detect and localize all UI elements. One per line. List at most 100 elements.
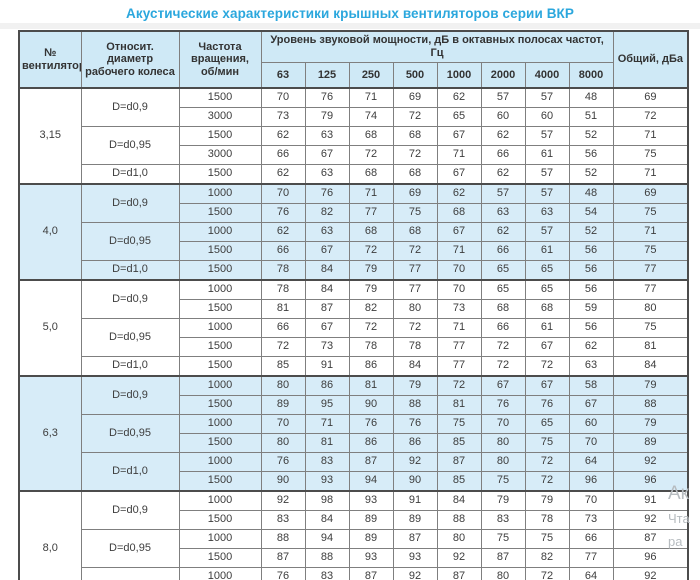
level-cell: 94 [304, 529, 350, 549]
level-cell: 85 [436, 433, 482, 453]
level-cell: 62 [260, 126, 306, 146]
level-cell: 71 [304, 414, 350, 434]
rpm-cell: 1500 [178, 241, 262, 261]
header-diameter: Относит. диаметр рабочего колеса [80, 30, 180, 89]
level-cell: 90 [260, 471, 306, 492]
level-cell: 52 [568, 222, 614, 242]
level-cell: 58 [568, 375, 614, 396]
level-cell: 73 [304, 337, 350, 357]
level-cell: 56 [568, 318, 614, 338]
level-cell: 63 [480, 203, 526, 223]
level-cell: 85 [260, 356, 306, 377]
total-dba-cell: 79 [612, 375, 689, 396]
level-cell: 48 [568, 183, 614, 204]
level-cell: 92 [392, 567, 438, 580]
total-dba-cell: 79 [612, 414, 689, 434]
level-cell: 83 [304, 452, 350, 472]
level-cell: 52 [568, 164, 614, 185]
rpm-cell: 1000 [178, 222, 262, 242]
rpm-cell: 1000 [178, 375, 262, 396]
level-cell: 70 [568, 490, 614, 511]
diameter-cell: D=d0,9 [80, 279, 180, 319]
level-cell: 77 [436, 337, 482, 357]
level-cell: 90 [392, 471, 438, 492]
level-cell: 80 [480, 452, 526, 472]
level-cell: 72 [524, 356, 570, 377]
level-cell: 74 [348, 107, 394, 127]
level-cell: 62 [480, 126, 526, 146]
level-cell: 57 [524, 183, 570, 204]
diameter-cell: D=d0,95 [80, 529, 180, 568]
level-cell: 61 [524, 318, 570, 338]
level-cell: 81 [304, 433, 350, 453]
rpm-cell: 1500 [178, 356, 262, 377]
table-row: 1500 87 88 93 93 92 87 82 77 96 [19, 548, 689, 568]
level-cell: 65 [436, 107, 482, 127]
level-cell: 69 [392, 87, 438, 108]
level-cell: 81 [436, 395, 482, 415]
table-row: 3,15 D=d0,9 1500 70 76 71 69 62 57 57 48 69 [18, 87, 689, 185]
table-row: D=d0,95 1000 88 94 89 87 80 75 75 66 87 [19, 529, 689, 568]
level-cell: 62 [480, 164, 526, 185]
level-cell: 66 [568, 529, 614, 549]
level-cell: 82 [348, 299, 394, 319]
level-cell: 77 [392, 279, 438, 300]
level-cell: 70 [480, 414, 526, 434]
level-cell: 67 [436, 164, 482, 185]
level-cell: 79 [348, 279, 394, 300]
level-cell: 69 [392, 183, 438, 204]
level-cell: 72 [260, 337, 306, 357]
level-cell: 84 [304, 279, 350, 300]
table-row: 4,0 D=d0,9 1000 70 76 71 69 62 57 57 48 69 [18, 183, 689, 281]
level-cell: 87 [392, 529, 438, 549]
total-dba-cell: 92 [612, 510, 689, 530]
level-cell: 61 [524, 145, 570, 165]
level-cell: 96 [568, 471, 614, 492]
level-cell: 62 [436, 183, 482, 204]
header-row-main: № вентилятора Относит. диаметр рабочего … [18, 30, 689, 89]
level-cell: 71 [348, 87, 394, 108]
level-cell: 98 [304, 490, 350, 511]
level-cell: 57 [524, 87, 570, 108]
level-cell: 91 [304, 356, 350, 377]
level-cell: 57 [480, 87, 526, 108]
table-row: 3000 73 79 74 72 65 60 60 51 72 [19, 107, 689, 127]
level-cell: 79 [304, 107, 350, 127]
level-cell: 83 [304, 567, 350, 580]
level-cell: 87 [304, 299, 350, 319]
table-row: D=d1,0 1500 62 63 68 68 67 62 57 52 71 [19, 164, 689, 185]
level-cell: 71 [436, 318, 482, 338]
level-cell: 65 [524, 260, 570, 281]
rpm-cell: 1500 [178, 203, 262, 223]
fan-number-cell: 6,3 [18, 375, 82, 492]
level-cell: 51 [568, 107, 614, 127]
level-cell: 84 [304, 510, 350, 530]
diameter-cell: D=d1,0 [80, 567, 180, 580]
level-cell: 56 [568, 279, 614, 300]
header-fan-number: № вентилятора [18, 30, 82, 89]
level-cell: 79 [524, 490, 570, 511]
page-title: Акустические характеристики крышных вент… [125, 6, 574, 21]
header-freq-63: 63 [260, 62, 306, 89]
fan-number-cell: 5,0 [18, 279, 82, 377]
level-cell: 62 [260, 222, 306, 242]
table-row: D=d0,95 1500 62 63 68 68 67 62 57 52 71 [19, 126, 689, 165]
total-dba-cell: 77 [612, 260, 689, 281]
level-cell: 88 [392, 395, 438, 415]
header-row-frequencies: 63 125 250 500 1000 2000 4000 8000 [19, 62, 688, 89]
level-cell: 80 [480, 567, 526, 580]
level-cell: 68 [348, 164, 394, 185]
diameter-cell: D=d1,0 [80, 260, 180, 281]
level-cell: 72 [524, 471, 570, 492]
total-dba-cell: 92 [612, 452, 689, 472]
level-cell: 78 [260, 279, 306, 300]
level-cell: 72 [348, 241, 394, 261]
table-row: D=d1,0 1500 85 91 86 84 77 72 72 63 84 [19, 356, 689, 377]
ghost-band [0, 23, 700, 29]
level-cell: 67 [524, 375, 570, 396]
rpm-cell: 1500 [178, 395, 262, 415]
total-dba-cell: 84 [612, 356, 689, 377]
level-cell: 75 [480, 471, 526, 492]
level-cell: 88 [304, 548, 350, 568]
